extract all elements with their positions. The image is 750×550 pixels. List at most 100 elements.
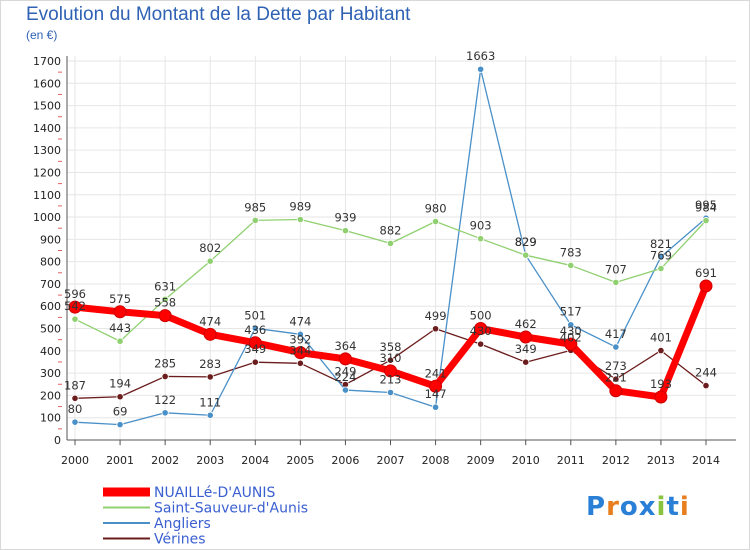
data-label: 349: [515, 342, 537, 356]
data-label: 474: [199, 314, 221, 328]
x-tick-label: 2007: [377, 454, 405, 467]
y-tick-label: 400: [40, 345, 61, 358]
data-label: 283: [199, 357, 221, 371]
data-point: [251, 324, 259, 332]
y-tick-label: 1700: [33, 55, 61, 68]
data-label: 829: [515, 235, 537, 249]
data-label: 430: [560, 324, 582, 338]
y-tick-label: 700: [40, 278, 61, 291]
x-tick-label: 2003: [196, 454, 224, 467]
data-label: 501: [244, 308, 266, 322]
x-tick-label: 2008: [422, 454, 450, 467]
data-label: 364: [334, 339, 356, 353]
data-point: [341, 227, 350, 235]
data-point: [522, 251, 530, 259]
x-tick-label: 2005: [286, 454, 314, 467]
y-tick-label: 500: [40, 323, 61, 336]
data-point: [657, 264, 665, 273]
data-point: [657, 347, 665, 355]
data-point: [161, 409, 169, 417]
series-layer: [68, 65, 713, 429]
axes: 0 100 200 300 400 500 600 700 800 900 1000 1100 1200…: [33, 55, 736, 467]
data-point: [477, 235, 485, 243]
data-label: 500: [470, 309, 492, 323]
data-label: 443: [109, 321, 131, 335]
y-tick-label: 1100: [33, 189, 61, 202]
data-point: [68, 300, 82, 314]
data-point: [612, 375, 620, 383]
data-point: [386, 239, 395, 247]
data-label: 111: [199, 395, 221, 409]
data-point: [564, 337, 578, 351]
x-tick-label: 2000: [61, 454, 89, 467]
data-point: [657, 253, 665, 261]
data-label: 187: [64, 378, 86, 392]
data-point: [612, 278, 620, 286]
grid: [67, 56, 736, 446]
data-point: [654, 390, 668, 404]
data-point: [248, 336, 262, 350]
data-label: 769: [650, 249, 672, 263]
y-tick-label: 200: [40, 389, 61, 402]
x-tick-label: 2010: [512, 454, 540, 467]
x-tick-label: 2011: [557, 454, 585, 467]
y-tick-label: 1200: [33, 166, 61, 179]
chart-title: Evolution du Montant de la Dette par Hab…: [26, 4, 411, 25]
data-label: 989: [289, 200, 311, 214]
data-point: [431, 325, 440, 333]
data-labels: 187 194 285 283 349 344 249 358 499 430 349 402 273 4…: [64, 49, 717, 418]
y-tick-label: 600: [40, 300, 61, 313]
data-label: 821: [650, 237, 672, 251]
data-label: 224: [334, 370, 356, 384]
data-label: 80: [68, 402, 83, 416]
data-label: 241: [425, 366, 447, 380]
data-label: 882: [380, 223, 402, 237]
data-point: [206, 257, 214, 265]
data-label: 349: [244, 342, 266, 356]
data-label: 499: [425, 309, 447, 323]
data-label: 249: [334, 364, 356, 378]
data-point: [386, 388, 395, 397]
data-point: [116, 337, 124, 345]
data-point: [384, 364, 397, 378]
legend-label: Angliers: [154, 516, 211, 532]
data-label: 903: [470, 219, 492, 233]
legend: NUAILLé-D'AUNISSaint-Sauveur-d'AunisAngl…: [103, 485, 308, 548]
data-label: 430: [470, 324, 492, 338]
data-label: 244: [695, 366, 717, 380]
data-point: [293, 346, 307, 360]
x-tick-label: 2006: [331, 454, 359, 467]
data-point: [341, 386, 350, 394]
data-label: 995: [695, 198, 717, 212]
data-label: 358: [380, 340, 402, 354]
data-label: 783: [560, 245, 582, 259]
proxiti-logo: Proxiti: [586, 492, 690, 522]
data-point: [116, 393, 124, 401]
data-label: 517: [560, 305, 582, 319]
data-label: 939: [334, 211, 356, 225]
data-label: 596: [64, 287, 86, 301]
data-label: 462: [515, 317, 537, 331]
data-point: [71, 315, 79, 323]
data-label: 273: [605, 359, 627, 373]
y-tick-label: 0: [54, 434, 61, 447]
data-point: [429, 379, 443, 393]
legend-label: Vérines: [154, 532, 206, 548]
data-point: [161, 295, 169, 303]
data-label: 392: [289, 333, 311, 347]
data-point: [296, 330, 304, 338]
data-label: 193: [650, 377, 672, 391]
data-point: [519, 330, 533, 344]
data-point: [699, 279, 713, 293]
y-axis-unit: (en €): [26, 28, 58, 42]
data-point: [296, 215, 304, 224]
data-point: [71, 394, 79, 402]
y-tick-label: 1000: [33, 211, 61, 224]
data-label: 707: [605, 262, 627, 276]
data-label: 631: [154, 279, 176, 293]
data-label: 194: [109, 377, 131, 391]
data-label: 691: [695, 266, 717, 280]
x-tick-label: 2013: [647, 454, 675, 467]
data-point: [71, 418, 79, 426]
